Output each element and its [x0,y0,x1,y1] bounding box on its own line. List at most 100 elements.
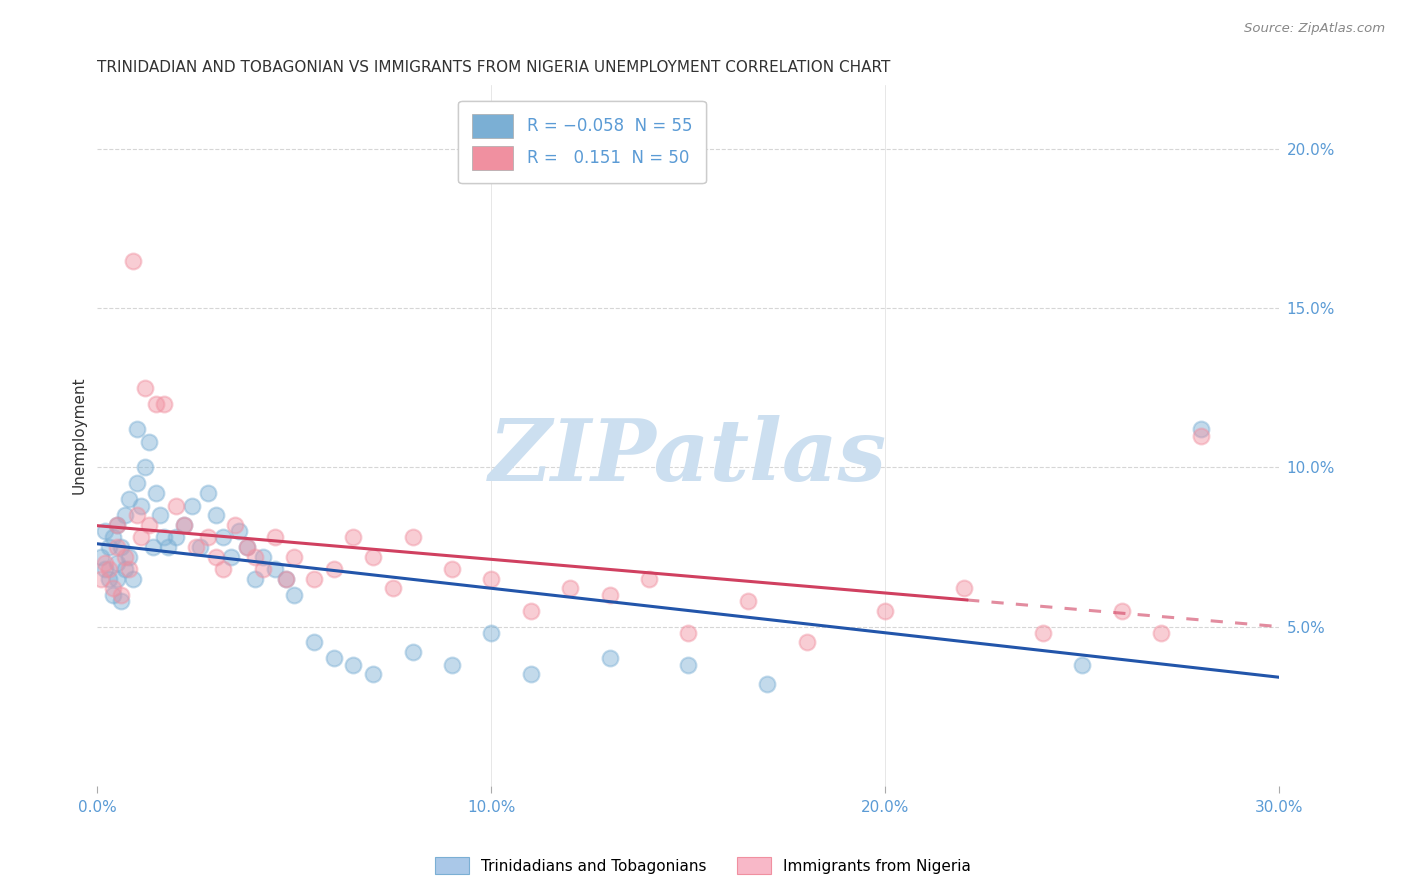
Point [1071,657,1094,672]
Point [283,588,305,602]
Point [145,486,167,500]
Point [121,572,143,586]
Point [153,397,176,411]
Point [1111,604,1133,618]
Point [322,651,344,665]
Point [381,582,404,596]
Point [101,582,124,596]
Point [98,572,121,586]
Point [224,517,246,532]
Point [165,530,187,544]
Point [212,562,235,576]
Point [252,549,274,564]
Point [138,517,160,532]
Text: ZIPatlas: ZIPatlas [489,415,887,499]
Point [361,667,384,681]
Point [221,549,243,564]
Point [101,588,124,602]
Point [302,635,325,649]
Point [1032,626,1054,640]
Point [121,253,143,268]
Point [204,508,226,523]
Point [180,499,202,513]
Point [149,508,172,523]
Legend: R = −0.058  N = 55, R =   0.151  N = 50: R = −0.058 N = 55, R = 0.151 N = 50 [458,101,706,183]
Point [110,594,132,608]
Point [796,635,818,649]
Point [243,572,266,586]
Point [520,667,543,681]
Point [101,530,124,544]
Point [165,499,187,513]
Point [236,540,259,554]
Point [1189,428,1212,442]
Point [756,677,779,691]
Point [252,562,274,576]
Point [114,508,136,523]
Point [98,540,121,554]
Point [520,604,543,618]
Point [599,588,621,602]
Point [678,626,700,640]
Point [110,588,132,602]
Point [875,604,897,618]
Point [90,572,112,586]
Point [228,524,250,538]
Text: Source: ZipAtlas.com: Source: ZipAtlas.com [1244,22,1385,36]
Point [479,626,502,640]
Point [263,562,285,576]
Point [118,549,141,564]
Point [236,540,259,554]
Point [125,476,148,491]
Point [342,657,364,672]
Point [105,517,128,532]
Point [440,657,463,672]
Point [125,508,148,523]
Point [276,572,298,586]
Point [479,572,502,586]
Point [197,486,219,500]
Point [361,549,384,564]
Point [129,499,152,513]
Point [98,562,121,576]
Point [212,530,235,544]
Point [134,460,156,475]
Point [197,530,219,544]
Text: TRINIDADIAN AND TOBAGONIAN VS IMMIGRANTS FROM NIGERIA UNEMPLOYMENT CORRELATION C: TRINIDADIAN AND TOBAGONIAN VS IMMIGRANTS… [97,60,891,75]
Point [184,540,207,554]
Point [173,517,195,532]
Legend: Trinidadians and Tobagonians, Immigrants from Nigeria: Trinidadians and Tobagonians, Immigrants… [429,851,977,880]
Point [129,530,152,544]
Point [1189,422,1212,436]
Point [90,549,112,564]
Point [153,530,176,544]
Point [105,572,128,586]
Y-axis label: Unemployment: Unemployment [72,376,86,494]
Point [188,540,211,554]
Point [638,572,661,586]
Point [678,657,700,672]
Point [401,530,423,544]
Point [114,549,136,564]
Point [599,651,621,665]
Point [173,517,195,532]
Point [105,556,128,570]
Point [94,524,117,538]
Point [204,549,226,564]
Point [276,572,298,586]
Point [105,540,128,554]
Point [560,582,582,596]
Point [302,572,325,586]
Point [118,492,141,507]
Point [263,530,285,544]
Point [110,540,132,554]
Point [342,530,364,544]
Point [118,562,141,576]
Point [1150,626,1173,640]
Point [94,562,117,576]
Point [114,562,136,576]
Point [105,517,128,532]
Point [283,549,305,564]
Point [134,381,156,395]
Point [157,540,180,554]
